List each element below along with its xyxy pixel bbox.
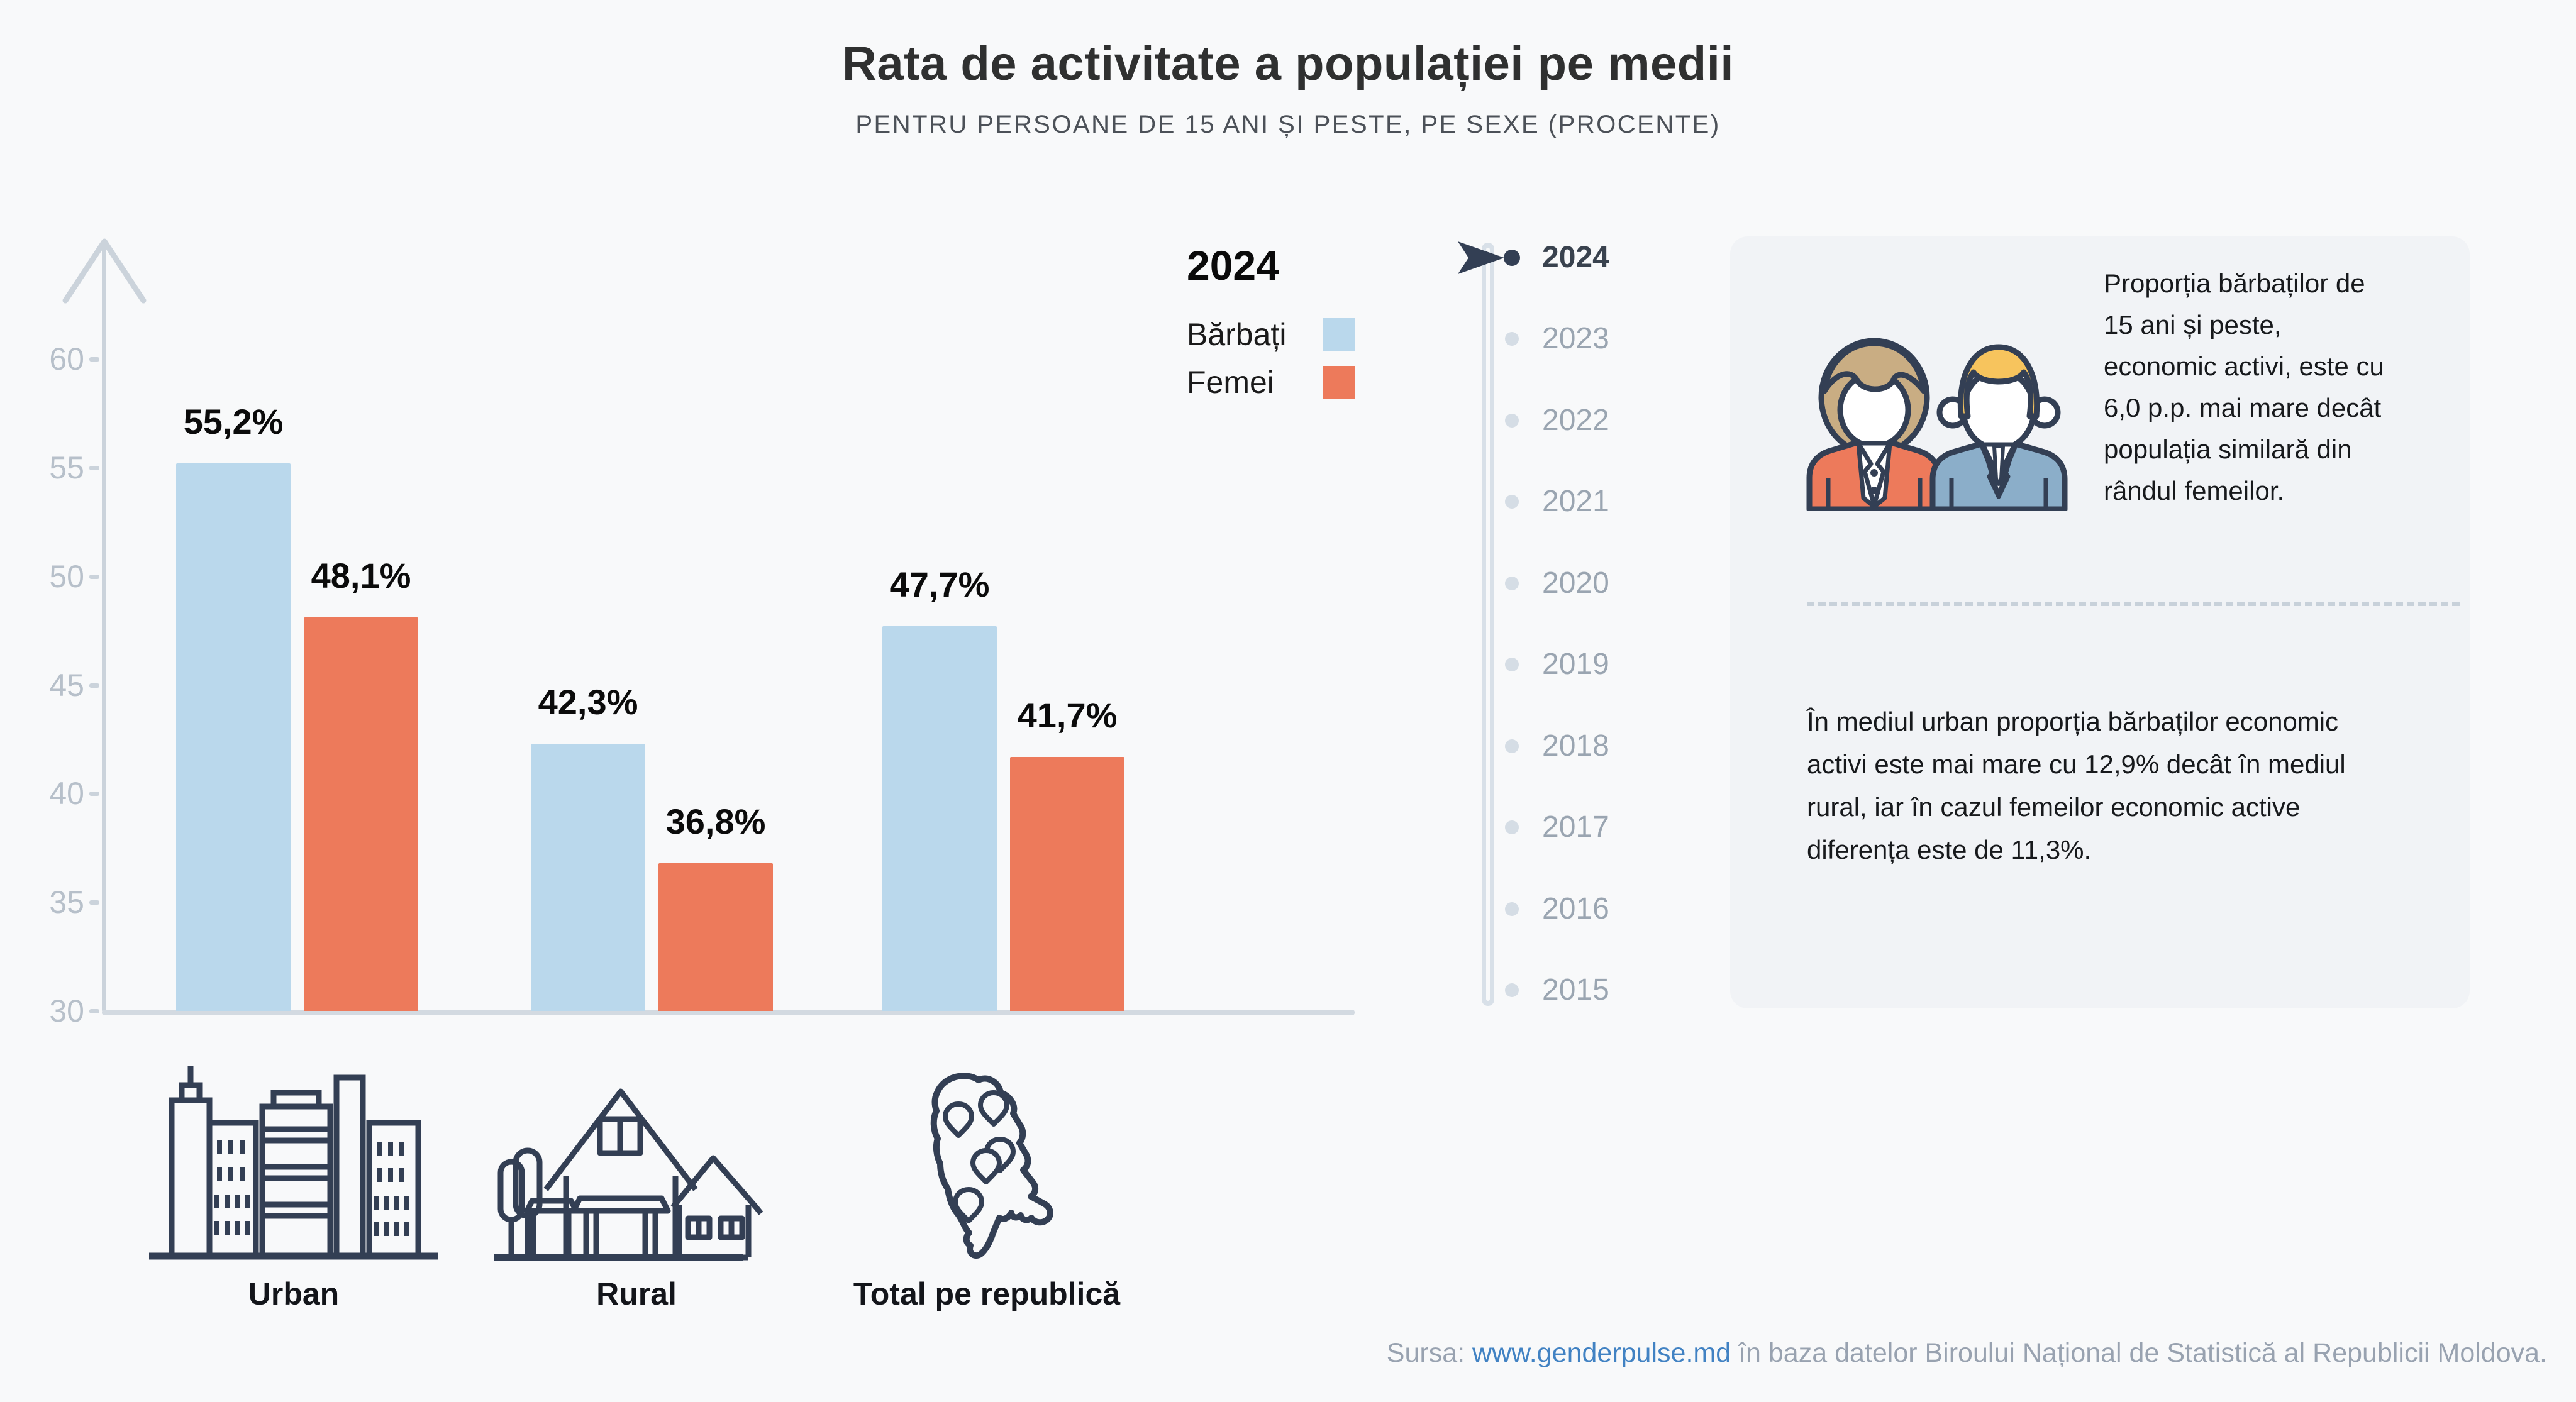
- bar-value-label: 47,7%: [889, 565, 990, 605]
- source-prefix: Sursa:: [1386, 1338, 1473, 1368]
- legend-rows: Bărbați Femei: [1187, 317, 1355, 400]
- timeline-dot-2020[interactable]: [1505, 576, 1519, 590]
- timeline-track-core: [1486, 248, 1490, 1001]
- timeline-year-2018[interactable]: 2018: [1542, 729, 1609, 763]
- timeline-year-2020[interactable]: 2020: [1542, 566, 1609, 600]
- chart-legend: 2024 Bărbați Femei: [1187, 241, 1355, 414]
- legend-item-label: Bărbați: [1187, 317, 1287, 352]
- bar-Femei-Rural: [658, 863, 773, 1011]
- legend-item-Femei: Femei: [1187, 365, 1355, 400]
- timeline-dot-2022[interactable]: [1505, 413, 1519, 428]
- y-tick-mark: [89, 574, 99, 579]
- man-woman-icon: [1806, 338, 2068, 511]
- bar-value-label: 42,3%: [538, 682, 638, 722]
- timeline-arrow-icon: [1458, 241, 1504, 274]
- moldova-map-icon: [930, 1073, 1053, 1259]
- timeline-dot-2018[interactable]: [1505, 739, 1519, 753]
- y-tick-mark: [89, 466, 99, 470]
- bar-value-label: 55,2%: [183, 402, 284, 442]
- timeline-year-2024[interactable]: 2024: [1542, 241, 1609, 274]
- timeline-dot-2016[interactable]: [1505, 902, 1519, 916]
- insight-text-1: Proporția bărbaților de 15 ani și peste,…: [2104, 268, 2384, 505]
- timeline-year-2023[interactable]: 2023: [1542, 322, 1609, 356]
- y-axis-line: [102, 244, 106, 1012]
- y-tick-mark: [89, 1009, 99, 1013]
- legend-item-Bărbați: Bărbați: [1187, 317, 1355, 352]
- insight-panel: Proporția bărbaților de 15 ani și peste,…: [1730, 236, 2470, 1008]
- source-suffix: în baza datelor Biroului Național de Sta…: [1731, 1338, 2547, 1368]
- page-subtitle: PENTRU PERSOANE DE 15 ANI ȘI PESTE, PE S…: [855, 111, 1721, 138]
- category-label-urban: Urban: [248, 1276, 340, 1311]
- timeline-year-2021[interactable]: 2021: [1542, 485, 1609, 519]
- y-tick-label: 45: [49, 667, 84, 703]
- timeline-dot-2017[interactable]: [1505, 820, 1519, 835]
- bar-Femei-Total pe republică: [1010, 756, 1124, 1011]
- city-icon: [149, 1066, 438, 1260]
- bar-value-label: 36,8%: [665, 801, 766, 841]
- timeline-dot-2021[interactable]: [1505, 495, 1519, 509]
- category-label-rural: Rural: [596, 1276, 677, 1311]
- legend-item-swatch: [1323, 366, 1355, 399]
- legend-selected-year: 2024: [1187, 242, 1279, 289]
- y-tick-label: 50: [49, 558, 84, 594]
- timeline-year-2017[interactable]: 2017: [1542, 810, 1609, 844]
- timeline-dot-2024[interactable]: [1504, 250, 1520, 266]
- bar-Femei-Urban: [304, 617, 418, 1011]
- y-tick-label: 60: [49, 341, 84, 377]
- category-label-total: Total pe republică: [853, 1276, 1121, 1311]
- y-tick-label: 55: [49, 450, 84, 485]
- bar-Bărbați-Total pe republică: [882, 626, 997, 1011]
- y-tick-label: 35: [49, 885, 84, 920]
- y-tick-mark: [89, 900, 99, 905]
- timeline-year-2015[interactable]: 2015: [1542, 973, 1609, 1007]
- house-icon: [494, 1088, 763, 1261]
- y-tick-label: 40: [49, 776, 84, 812]
- y-tick-mark: [89, 792, 99, 797]
- bar-value-label: 48,1%: [311, 556, 411, 596]
- y-tick-mark: [89, 683, 99, 688]
- panel-divider: [1807, 602, 2460, 606]
- x-axis-line: [102, 1010, 1355, 1015]
- page-title: Rata de activitate a populației pe medii: [842, 37, 1734, 91]
- timeline-dot-2019[interactable]: [1505, 658, 1519, 672]
- bar-Bărbați-Rural: [531, 743, 645, 1011]
- timeline-dot-2023[interactable]: [1505, 332, 1519, 346]
- timeline-year-2016[interactable]: 2016: [1542, 891, 1609, 925]
- axis-arrow-icon: [62, 238, 147, 304]
- timeline-dot-2015[interactable]: [1505, 983, 1519, 997]
- y-tick-label: 30: [49, 993, 84, 1029]
- bar-Bărbați-Urban: [176, 463, 291, 1011]
- timeline-year-2022[interactable]: 2022: [1542, 403, 1609, 437]
- insight-text-2: În mediul urban proporția bărbaților eco…: [1807, 707, 2346, 864]
- legend-item-swatch: [1323, 318, 1355, 351]
- y-tick-mark: [89, 357, 99, 362]
- source-line: Sursa: www.genderpulse.md în baza datelo…: [943, 1338, 2547, 1369]
- bar-value-label: 41,7%: [1017, 695, 1118, 735]
- source-link[interactable]: www.genderpulse.md: [1472, 1338, 1731, 1368]
- legend-item-label: Femei: [1187, 365, 1274, 400]
- timeline-year-2019[interactable]: 2019: [1542, 648, 1609, 682]
